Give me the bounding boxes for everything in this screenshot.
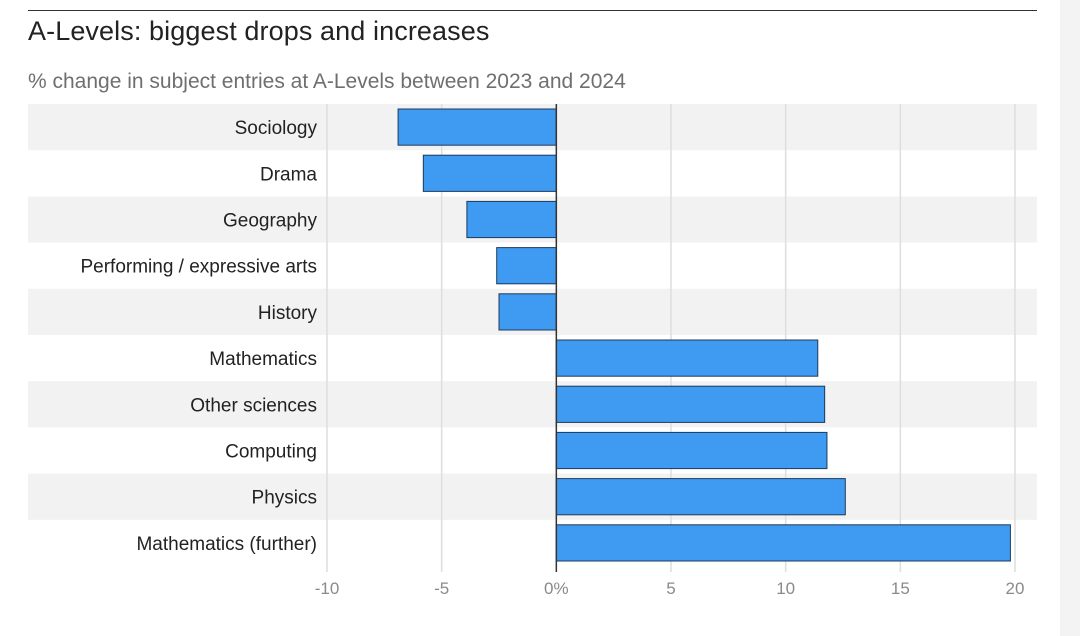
bar	[496, 247, 557, 285]
category-label: Physics	[252, 488, 317, 509]
category-label: History	[258, 303, 318, 324]
category-label: Mathematics (further)	[136, 534, 317, 555]
x-tick-label: 15	[891, 579, 910, 598]
bar	[555, 385, 826, 423]
chart-title: A-Levels: biggest drops and increases	[28, 16, 490, 46]
bar	[555, 478, 846, 516]
bar	[466, 200, 557, 239]
bar	[422, 154, 557, 192]
bar	[555, 431, 828, 470]
category-label: Drama	[260, 164, 317, 185]
category-label: Computing	[225, 442, 317, 463]
bar	[498, 293, 557, 331]
bar	[555, 524, 1011, 562]
category-label: Sociology	[235, 118, 318, 139]
x-tick-label: 0%	[544, 579, 569, 598]
chart-subtitle: % change in subject entries at A-Levels …	[28, 70, 626, 93]
row-band	[28, 473, 1037, 520]
x-tick-label: -5	[434, 579, 449, 598]
row-band	[28, 381, 1037, 428]
category-label: Mathematics	[209, 349, 317, 370]
x-tick-label: 20	[1006, 579, 1025, 598]
bar	[397, 108, 557, 146]
x-tick-label: 10	[776, 579, 795, 598]
category-label: Other sciences	[190, 395, 317, 416]
x-tick-label: 5	[666, 579, 675, 598]
category-label: Geography	[223, 211, 318, 232]
x-tick-label: -10	[315, 579, 340, 598]
bar	[555, 339, 819, 377]
category-label: Performing / expressive arts	[80, 257, 317, 278]
right-edge-strip	[1060, 0, 1080, 636]
top-rule	[28, 10, 1037, 11]
